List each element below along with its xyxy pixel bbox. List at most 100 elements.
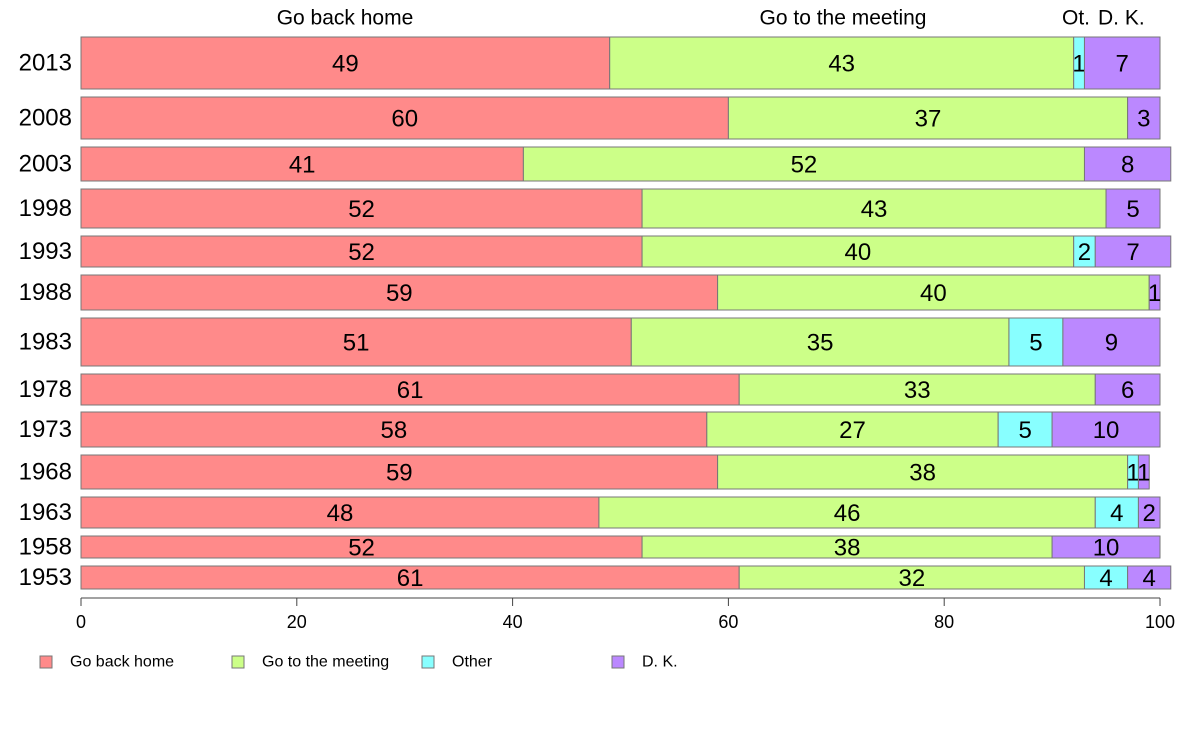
legend-label: Other xyxy=(452,654,493,671)
bar-segment xyxy=(706,411,999,448)
data-label: 48 xyxy=(327,500,354,527)
bar-segment xyxy=(717,274,1150,311)
bar-segment xyxy=(1094,496,1139,529)
data-label: 52 xyxy=(348,239,375,266)
data-label: 5 xyxy=(1029,330,1042,357)
y-tick-label: 2013 xyxy=(19,50,72,77)
data-label: 46 xyxy=(834,500,861,527)
data-label: 1 xyxy=(1126,460,1139,487)
x-tick-label: 100 xyxy=(1145,612,1175,632)
bar-segment xyxy=(80,188,643,229)
top-series-label: Go back home xyxy=(277,7,414,30)
x-tick-label: 20 xyxy=(287,612,307,632)
top-series-label: Ot. xyxy=(1062,7,1090,30)
data-label: 6 xyxy=(1121,377,1134,404)
data-label: 43 xyxy=(828,51,855,78)
y-tick-label: 1988 xyxy=(19,279,72,306)
data-label: 4 xyxy=(1099,565,1112,592)
bar-segment xyxy=(727,96,1129,140)
top-series-label: D. K. xyxy=(1098,7,1145,30)
data-label: 52 xyxy=(348,535,375,562)
data-label: 41 xyxy=(289,152,316,179)
data-label: 33 xyxy=(904,377,931,404)
x-tick-label: 80 xyxy=(934,612,954,632)
x-tick-label: 40 xyxy=(503,612,523,632)
bar-segment xyxy=(738,373,1096,406)
data-label: 4 xyxy=(1110,500,1123,527)
y-tick-label: 2003 xyxy=(19,151,72,178)
bar-segment xyxy=(80,496,600,529)
data-label: 1 xyxy=(1072,51,1085,78)
legend-swatch xyxy=(611,655,625,669)
bar-segment xyxy=(80,36,611,90)
bar-segment xyxy=(1094,373,1161,406)
top-series-label: Go to the meeting xyxy=(760,7,927,30)
data-label: 9 xyxy=(1105,330,1118,357)
bar-segment xyxy=(641,188,1107,229)
y-tick-label: 1963 xyxy=(19,499,72,526)
bar-segment xyxy=(1094,235,1172,268)
bar-segment xyxy=(1083,146,1172,182)
data-label: 7 xyxy=(1126,239,1139,266)
data-label: 59 xyxy=(386,460,413,487)
data-label: 27 xyxy=(839,417,866,444)
bar-segment xyxy=(80,454,719,490)
bar-segment xyxy=(80,274,719,311)
y-tick-label: 1978 xyxy=(19,376,72,403)
data-label: 8 xyxy=(1121,152,1134,179)
legend-swatch xyxy=(421,655,435,669)
data-label: 59 xyxy=(386,280,413,307)
y-tick-label: 1953 xyxy=(19,564,72,591)
bar-segment xyxy=(609,36,1075,90)
bar-segment xyxy=(1137,496,1161,529)
bar-segment xyxy=(1051,411,1161,448)
data-label: 5 xyxy=(1126,196,1139,223)
bar-segment xyxy=(1083,36,1161,90)
bar-segment xyxy=(1051,535,1161,559)
data-label: 49 xyxy=(332,51,359,78)
data-label: 1 xyxy=(1148,280,1161,307)
data-label: 3 xyxy=(1137,106,1150,133)
bar-segment xyxy=(598,496,1096,529)
bar-segment xyxy=(630,317,1010,367)
data-label: 2 xyxy=(1078,239,1091,266)
data-label: 52 xyxy=(791,152,818,179)
bar-segment xyxy=(522,146,1085,182)
bar-segment xyxy=(1127,565,1172,590)
data-label: 38 xyxy=(909,460,936,487)
data-label: 51 xyxy=(343,330,370,357)
bar-segment xyxy=(80,373,740,406)
bar-segment xyxy=(1008,317,1064,367)
data-label: 2 xyxy=(1143,500,1156,527)
y-tick-label: 1998 xyxy=(19,195,72,222)
data-label: 10 xyxy=(1093,535,1120,562)
y-tick-label: 1973 xyxy=(19,416,72,443)
legend-label: Go to the meeting xyxy=(262,654,389,671)
bar-segment xyxy=(1148,274,1161,311)
x-tick-label: 60 xyxy=(718,612,738,632)
legend-label: D. K. xyxy=(642,654,678,671)
y-tick-label: 1958 xyxy=(19,534,72,561)
data-label: 4 xyxy=(1143,565,1156,592)
data-label: 38 xyxy=(834,535,861,562)
data-label: 40 xyxy=(920,280,947,307)
legend-label: Go back home xyxy=(70,654,174,671)
data-label: 10 xyxy=(1093,417,1120,444)
data-label: 52 xyxy=(348,196,375,223)
bar-segment xyxy=(80,411,708,448)
y-tick-label: 1983 xyxy=(19,329,72,356)
data-label: 60 xyxy=(391,106,418,133)
legend-swatch xyxy=(39,655,53,669)
data-label: 7 xyxy=(1116,51,1129,78)
data-label: 61 xyxy=(397,565,424,592)
data-label: 35 xyxy=(807,330,834,357)
data-label: 1 xyxy=(1137,460,1150,487)
bar-segment xyxy=(1105,188,1161,229)
legend-swatch xyxy=(231,655,245,669)
bar-segment xyxy=(1137,454,1150,490)
bar-segment xyxy=(1127,96,1161,140)
x-tick-label: 0 xyxy=(76,612,86,632)
data-label: 40 xyxy=(845,239,872,266)
data-label: 43 xyxy=(861,196,888,223)
y-tick-label: 1968 xyxy=(19,459,72,486)
